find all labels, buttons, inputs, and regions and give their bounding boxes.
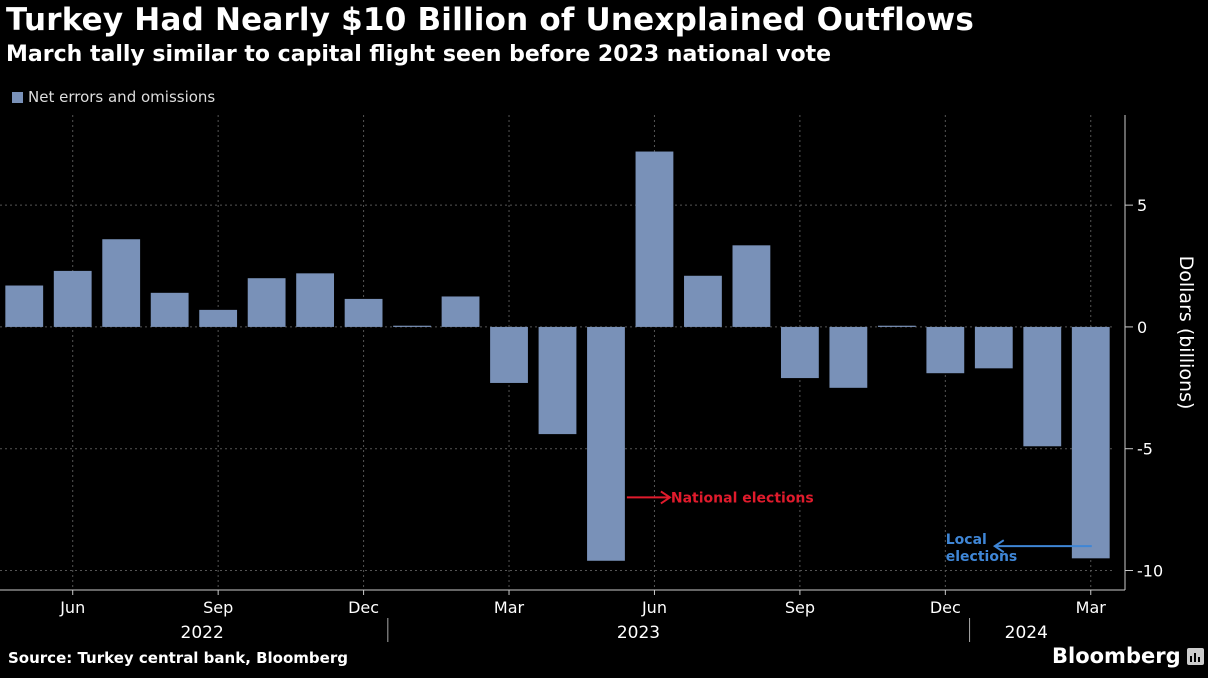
x-tick-label: Mar (1076, 598, 1107, 617)
bar-2022-07 (102, 239, 141, 327)
bar-2024-02 (1023, 326, 1062, 447)
y-tick-label: 0 (1137, 318, 1147, 337)
bar-2022-06 (53, 270, 92, 327)
bloomberg-logo: Bloomberg (1052, 644, 1204, 668)
x-tick-label: Mar (494, 598, 525, 617)
bar-2022-09 (199, 309, 238, 327)
bar-2022-12 (344, 298, 383, 327)
x-tick-label: Dec (930, 598, 961, 617)
x-tick-label: Sep (785, 598, 815, 617)
bar-2022-10 (247, 278, 286, 327)
bar-2023-12 (926, 326, 965, 374)
x-tick-label: Jun (641, 598, 667, 617)
y-axis-label: Dollars (billions) (1175, 256, 1197, 410)
chart-subtitle: March tally similar to capital flight se… (6, 42, 832, 67)
bar-2023-11 (877, 325, 916, 327)
annotation-national-elections: National elections (671, 490, 814, 506)
bar-2023-09 (780, 326, 819, 379)
red-arrow-head (660, 490, 672, 505)
bar-2023-07 (684, 275, 722, 327)
annotation-local-elections-line: elections (946, 549, 1018, 565)
y-tick-label: -5 (1137, 440, 1153, 459)
bar-2022-05 (5, 285, 44, 327)
bar-2022-11 (296, 273, 335, 327)
x-tick-label: Dec (348, 598, 379, 617)
blue-arrow-head (992, 539, 1005, 553)
bar-2024-01 (974, 326, 1013, 369)
bar-2023-04 (538, 326, 577, 435)
legend: Net errors and omissions (12, 88, 215, 106)
chart-title: Turkey Had Nearly $10 Billion of Unexpla… (6, 2, 974, 38)
year-label: 2024 (1005, 623, 1048, 643)
legend-label: Net errors and omissions (28, 88, 216, 106)
y-tick-label: -10 (1137, 562, 1163, 581)
bar-2022-08 (150, 292, 189, 327)
bar-2024-03 (1071, 326, 1110, 559)
annotation-local-elections-line: Local (946, 532, 987, 548)
brand-name: Bloomberg (1052, 644, 1181, 668)
bar-2023-06 (635, 151, 674, 327)
source-note: Source: Turkey central bank, Bloomberg (8, 649, 348, 667)
bar-2023-03 (490, 326, 528, 383)
x-tick-label: Sep (203, 598, 233, 617)
year-label: 2023 (617, 623, 660, 643)
x-tick-label: Jun (59, 598, 85, 617)
bar-2023-02 (441, 296, 480, 327)
bar-2023-08 (732, 245, 771, 327)
bar-2023-01 (393, 325, 431, 327)
annotation-local-elections: Local elections (946, 532, 1018, 565)
y-tick-label: 5 (1137, 196, 1147, 215)
bar-2023-05 (587, 326, 625, 561)
bar-2023-10 (829, 326, 868, 388)
bloomberg-chart-icon (1186, 647, 1204, 665)
legend-swatch (12, 91, 23, 103)
year-label: 2022 (181, 623, 224, 643)
